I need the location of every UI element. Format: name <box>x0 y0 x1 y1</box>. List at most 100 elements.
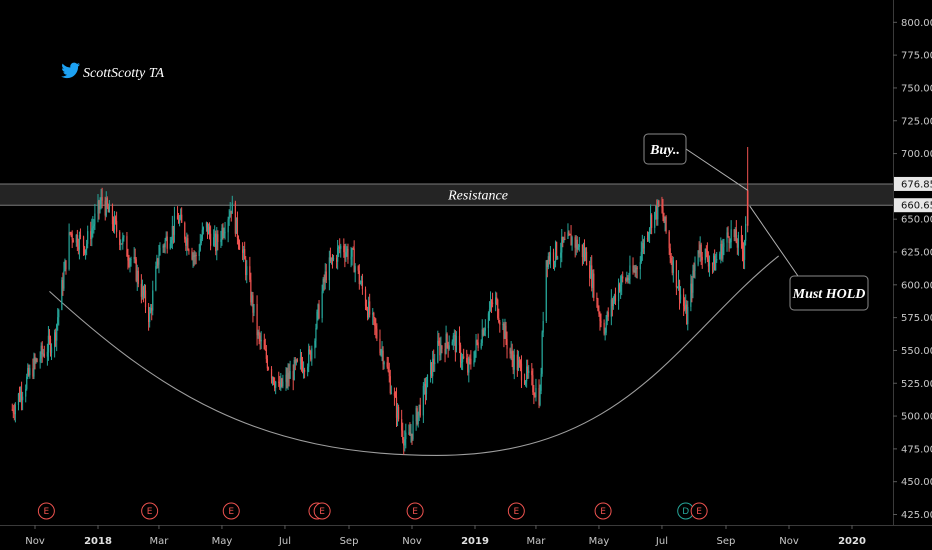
x-tick-label: 2019 <box>461 536 489 547</box>
candle-body <box>523 380 526 384</box>
candle-body <box>455 335 458 353</box>
candle-body <box>687 306 689 325</box>
candle <box>278 371 280 387</box>
candle <box>222 223 224 240</box>
candle-body <box>350 256 352 260</box>
callout: Buy.. <box>643 133 748 191</box>
candle-body <box>509 348 511 354</box>
candle-body <box>662 207 664 217</box>
candle <box>402 422 404 444</box>
candle <box>282 374 284 389</box>
candle-body <box>496 297 498 300</box>
candle-body <box>603 322 605 334</box>
candle-body <box>518 360 521 362</box>
event-circle <box>406 502 424 520</box>
candle-body <box>373 313 375 318</box>
candle <box>193 250 195 267</box>
candle-body <box>234 202 236 234</box>
candle <box>686 300 688 325</box>
candle-body <box>229 210 231 217</box>
candle <box>376 323 378 342</box>
event-marker[interactable]: E <box>594 502 612 520</box>
event-circle <box>141 502 159 520</box>
candle <box>140 274 142 304</box>
candle <box>18 386 21 403</box>
candle <box>411 433 413 445</box>
candle-body <box>259 335 261 342</box>
candle-body <box>340 245 342 249</box>
y-tick-label: 725.00 <box>901 116 932 127</box>
event-marker[interactable]: E <box>222 502 240 520</box>
event-marker[interactable]: E <box>406 502 424 520</box>
candle-body <box>569 234 571 236</box>
candle <box>206 222 209 239</box>
candle <box>243 245 245 263</box>
y-tick-label: 425.00 <box>901 510 932 521</box>
candle-body <box>651 214 653 228</box>
candle-body <box>728 236 730 243</box>
event-label: E <box>696 507 702 517</box>
event-marker[interactable]: E <box>141 502 159 520</box>
y-tick-label: 775.00 <box>901 51 932 62</box>
candle <box>625 277 627 284</box>
candle-body <box>106 198 108 207</box>
candle <box>432 350 434 384</box>
candle-body <box>257 331 259 336</box>
candle <box>489 291 492 312</box>
event-marker[interactable]: D <box>677 502 695 520</box>
candle <box>217 230 219 251</box>
candle-body <box>19 391 22 401</box>
candle <box>525 380 527 387</box>
candle <box>722 238 724 263</box>
candle <box>700 242 702 266</box>
candle <box>549 246 552 269</box>
candle-body <box>458 335 461 346</box>
candle-body <box>379 338 381 354</box>
candle <box>643 236 645 255</box>
candle <box>302 361 305 379</box>
candle <box>104 196 106 221</box>
candle-body <box>393 392 396 396</box>
event-marker[interactable]: E <box>313 502 331 520</box>
candle <box>422 382 424 424</box>
candle <box>12 405 14 419</box>
candle-body <box>87 231 89 244</box>
candle <box>76 229 78 252</box>
watermark: ScottScotty TA <box>61 62 164 81</box>
candle <box>179 215 181 227</box>
event-marker[interactable]: E <box>507 502 525 520</box>
candle-body <box>468 358 470 373</box>
candle <box>252 292 254 323</box>
event-marker[interactable]: E <box>690 502 708 520</box>
candle <box>504 318 506 339</box>
event-marker[interactable]: E <box>37 502 55 520</box>
candle <box>82 235 85 256</box>
candle-body <box>159 247 161 256</box>
candle <box>19 386 22 403</box>
candle <box>63 261 65 291</box>
candle <box>581 244 584 266</box>
candle-body <box>712 255 715 265</box>
candle-body <box>242 249 244 253</box>
candle <box>740 225 743 249</box>
candle <box>612 296 615 310</box>
candle-body <box>404 439 406 446</box>
candlestick-series <box>11 147 749 455</box>
candle-body <box>135 259 137 281</box>
candle-body <box>288 372 290 379</box>
candle-body <box>20 391 23 401</box>
candle-body <box>401 419 403 431</box>
candle <box>654 211 656 234</box>
candle <box>142 285 145 303</box>
candle <box>694 256 696 279</box>
candle-body <box>445 334 447 354</box>
candle-body <box>353 248 355 273</box>
candle-body <box>576 239 578 250</box>
candle <box>264 338 266 351</box>
candle <box>470 350 472 370</box>
candle-body <box>75 234 77 243</box>
event-circle <box>594 502 612 520</box>
candle-body <box>526 366 528 382</box>
y-tick-label: 650.00 <box>901 215 932 226</box>
candle-body <box>582 249 585 257</box>
